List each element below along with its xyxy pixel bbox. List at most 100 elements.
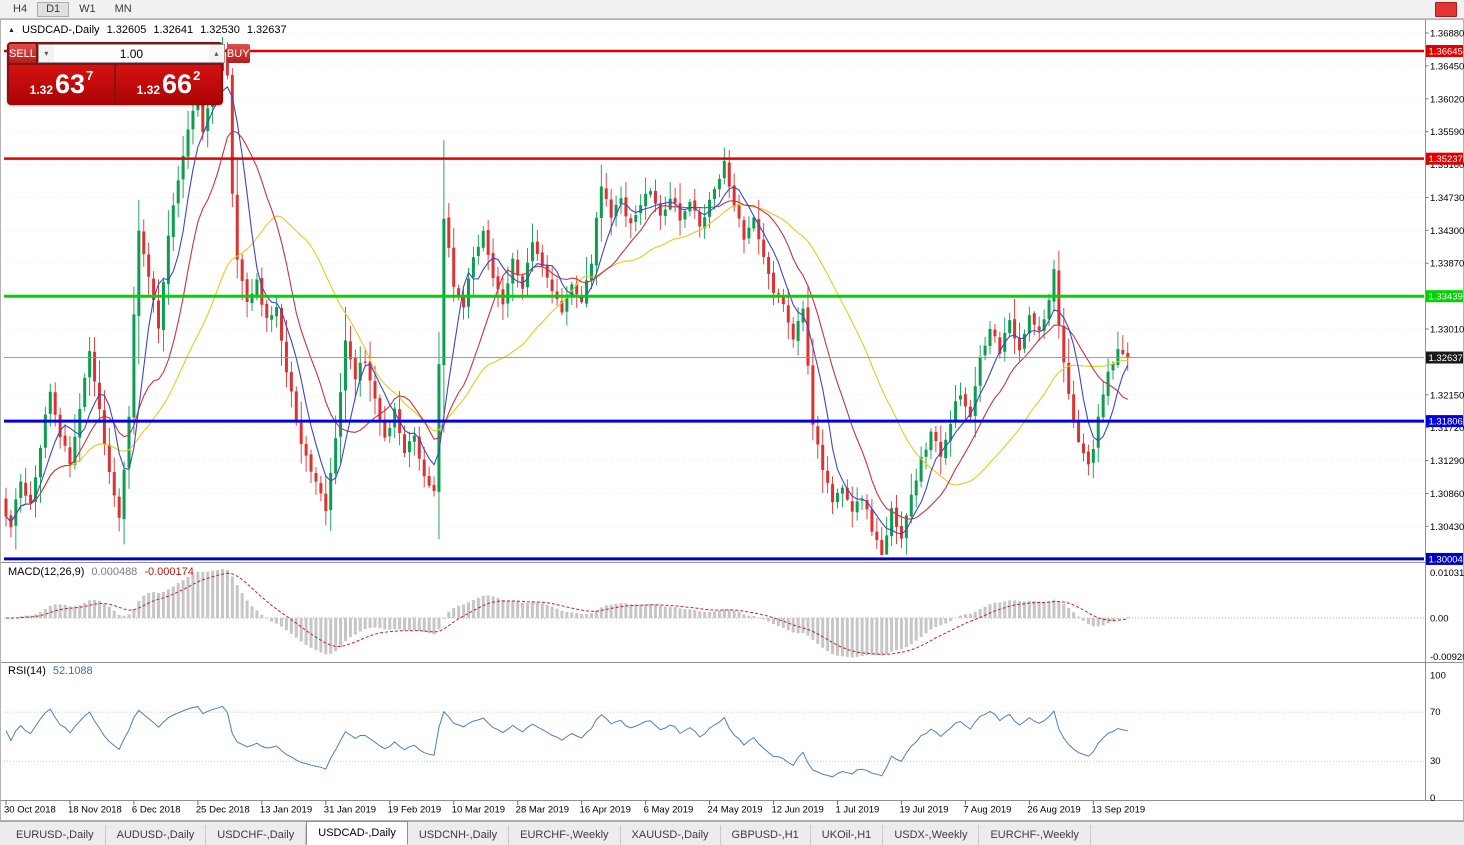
svg-text:0.00: 0.00 xyxy=(1430,614,1449,625)
svg-text:24 May 2019: 24 May 2019 xyxy=(708,805,763,816)
svg-text:1.31806: 1.31806 xyxy=(1429,417,1463,428)
macd-label: MACD(12,26,9) xyxy=(8,566,85,578)
volume-input[interactable] xyxy=(53,45,209,62)
rsi-line xyxy=(5,705,1128,778)
timeframe-button-mn[interactable]: MN xyxy=(106,2,141,17)
one-click-trading-panel: SELL ▾ ▴ BUY 1.32 63 7 1.32 66 2 xyxy=(7,42,250,105)
indicator-axis-labels: 0.010311 0.00 -0.009203 100 70 30 0 xyxy=(1430,568,1464,804)
svg-text:0: 0 xyxy=(1430,793,1435,804)
macd-main-value: 0.000488 xyxy=(91,566,138,578)
chart-tab-usdx-weekly[interactable]: USDX-,Weekly xyxy=(883,825,980,845)
svg-text:1 Jul 2019: 1 Jul 2019 xyxy=(835,805,879,816)
svg-text:19 Jul 2019: 19 Jul 2019 xyxy=(899,805,948,816)
volume-increase-button[interactable]: ▴ xyxy=(208,45,224,62)
svg-text:1.32150: 1.32150 xyxy=(1430,390,1464,401)
svg-text:30: 30 xyxy=(1430,756,1441,767)
chart-tab-usdcad-daily[interactable]: USDCAD-,Daily xyxy=(306,821,408,845)
svg-text:70: 70 xyxy=(1430,707,1441,718)
moving-average-14 xyxy=(5,130,1128,523)
chart-tabs-bar: EURUSD-,Daily AUDUSD-,Daily USDCHF-,Daily U… xyxy=(0,821,1464,845)
svg-text:1.33010: 1.33010 xyxy=(1430,325,1464,336)
svg-text:12 Jun 2019: 12 Jun 2019 xyxy=(772,805,824,816)
svg-text:6 Dec 2018: 6 Dec 2018 xyxy=(132,805,181,816)
chart-tab-usdchf-daily[interactable]: USDCHF-,Daily xyxy=(206,825,307,845)
svg-text:1.36645: 1.36645 xyxy=(1429,46,1463,57)
svg-text:18 Nov 2018: 18 Nov 2018 xyxy=(68,805,122,816)
quote-low: 1.32530 xyxy=(200,24,240,36)
svg-text:1.34300: 1.34300 xyxy=(1430,226,1464,237)
svg-text:30 Oct 2018: 30 Oct 2018 xyxy=(4,805,56,816)
chart-tab-eurchf-weekly[interactable]: EURCHF-,Weekly xyxy=(979,825,1091,845)
volume-control: ▾ ▴ xyxy=(37,44,225,63)
svg-text:1.33439: 1.33439 xyxy=(1429,292,1463,303)
chart-tab-xauusd-daily[interactable]: XAUUSD-,Daily xyxy=(621,825,721,845)
sell-price[interactable]: 1.32 63 7 xyxy=(9,65,114,103)
svg-text:1.31720: 1.31720 xyxy=(1430,423,1464,434)
svg-text:16 Apr 2019: 16 Apr 2019 xyxy=(580,805,631,816)
chart-tab-ukoil-h1[interactable]: UKOil-,H1 xyxy=(811,825,884,845)
svg-text:1.32637: 1.32637 xyxy=(1429,353,1463,364)
chart-tab-audusd-daily[interactable]: AUDUSD-,Daily xyxy=(106,825,207,845)
macd-signal-value: -0.000174 xyxy=(144,566,194,578)
svg-text:25 Dec 2018: 25 Dec 2018 xyxy=(196,805,250,816)
timeframe-button-d1[interactable]: D1 xyxy=(37,1,70,17)
price-level-badge: 1.33439 xyxy=(1426,290,1463,303)
svg-text:1.34730: 1.34730 xyxy=(1430,193,1464,204)
svg-text:10 Mar 2019: 10 Mar 2019 xyxy=(452,805,505,816)
quote-open: 1.32605 xyxy=(106,24,147,36)
chart-tab-gbpusd-h1[interactable]: GBPUSD-,H1 xyxy=(721,825,811,845)
svg-text:1.31290: 1.31290 xyxy=(1430,456,1464,467)
chart-tab-usdcnh-daily[interactable]: USDCNH-,Daily xyxy=(408,825,510,845)
chart-window: 1.36880 1.36450 1.36020 1.35590 1.35160 1.347… xyxy=(0,19,1464,821)
chart-canvas[interactable]: 1.36880 1.36450 1.36020 1.35590 1.35160 1.347… xyxy=(0,19,1464,821)
quote-symbol: USDCAD-,Daily xyxy=(21,24,100,36)
svg-text:1.35237: 1.35237 xyxy=(1429,154,1463,165)
macd-indicator-header: MACD(12,26,9) 0.000488 -0.000174 xyxy=(8,566,194,578)
chart-tab-eurusd-daily[interactable]: EURUSD-,Daily xyxy=(5,825,106,845)
top-toolbar: H4 D1 W1 MN xyxy=(0,0,1464,19)
svg-text:1.30860: 1.30860 xyxy=(1430,489,1464,500)
svg-text:1.36020: 1.36020 xyxy=(1430,94,1464,105)
svg-text:31 Jan 2019: 31 Jan 2019 xyxy=(324,805,376,816)
buy-price[interactable]: 1.32 66 2 xyxy=(116,65,221,103)
svg-text:6 May 2019: 6 May 2019 xyxy=(644,805,694,816)
svg-text:19 Feb 2019: 19 Feb 2019 xyxy=(388,805,441,816)
svg-text:1.36450: 1.36450 xyxy=(1430,61,1464,72)
date-axis: 30 Oct 2018 18 Nov 2018 6 Dec 2018 25 Dec 2… xyxy=(4,800,1145,816)
price-level-badge: 1.36645 xyxy=(1426,44,1463,57)
rsi-indicator-header: RSI(14) 52.1088 xyxy=(8,665,93,677)
quote-close: 1.32637 xyxy=(246,24,287,36)
svg-text:1.30004: 1.30004 xyxy=(1429,554,1463,565)
svg-text:13 Sep 2019: 13 Sep 2019 xyxy=(1091,805,1145,816)
svg-text:-0.009203: -0.009203 xyxy=(1430,652,1464,663)
price-level-badge: 1.35237 xyxy=(1426,152,1463,165)
macd-histogram xyxy=(9,569,1130,658)
rsi-value: 52.1088 xyxy=(52,665,93,677)
svg-text:0.010311: 0.010311 xyxy=(1430,568,1464,579)
timeframe-buttons: H4 D1 W1 MN xyxy=(4,1,142,17)
timeframe-button-h4[interactable]: H4 xyxy=(4,2,36,17)
svg-text:1.30430: 1.30430 xyxy=(1430,522,1464,533)
svg-text:100: 100 xyxy=(1430,670,1446,681)
svg-text:1.36880: 1.36880 xyxy=(1430,29,1464,40)
quote-header: ▲ USDCAD-,Daily 1.32605 1.32641 1.32530 … xyxy=(8,24,287,36)
volume-decrease-button[interactable]: ▾ xyxy=(38,45,54,62)
svg-text:7 Aug 2019: 7 Aug 2019 xyxy=(963,805,1011,816)
price-axis-labels: 1.36880 1.36450 1.36020 1.35590 1.35160 1.347… xyxy=(1425,29,1464,533)
price-level-badge: 1.30004 xyxy=(1426,552,1463,565)
macd-signal-line xyxy=(5,572,1128,655)
buy-button[interactable]: BUY xyxy=(226,44,250,63)
close-button[interactable] xyxy=(1435,1,1457,17)
chart-tab-eurchf-weekly[interactable]: EURCHF-,Weekly xyxy=(509,825,621,845)
timeframe-button-w1[interactable]: W1 xyxy=(70,2,105,17)
svg-text:1.35590: 1.35590 xyxy=(1430,127,1464,138)
sell-button[interactable]: SELL xyxy=(9,44,36,63)
moving-average-6 xyxy=(5,86,1129,535)
symbol-marker-icon: ▲ xyxy=(8,26,15,34)
svg-text:1.33870: 1.33870 xyxy=(1430,259,1464,270)
quote-high: 1.32641 xyxy=(153,24,194,36)
svg-text:1.35160: 1.35160 xyxy=(1430,160,1464,171)
current-price-badge: 1.32637 xyxy=(1426,351,1463,364)
rsi-label: RSI(14) xyxy=(8,665,46,677)
svg-text:26 Aug 2019: 26 Aug 2019 xyxy=(1027,805,1080,816)
